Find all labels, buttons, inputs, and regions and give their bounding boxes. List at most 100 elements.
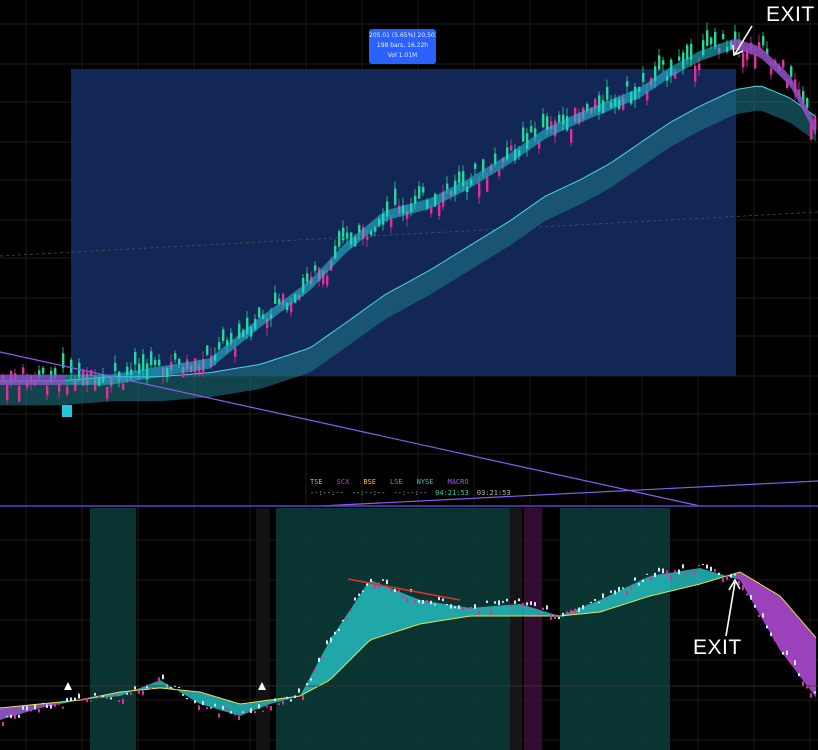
price-candle (122, 383, 125, 390)
price-candle (586, 103, 589, 111)
oscillator-candle (402, 595, 404, 598)
price-candle (238, 323, 241, 339)
oscillator-candle (90, 700, 92, 702)
price-candle (526, 133, 529, 149)
entry-marker[interactable] (62, 405, 72, 417)
price-candle (766, 48, 769, 55)
oscillator-candle (742, 585, 744, 591)
oscillator-candle (350, 609, 352, 612)
oscillator-candle (250, 708, 252, 713)
price-candle (598, 95, 601, 112)
oscillator-candle (750, 595, 752, 600)
price-candle (674, 72, 677, 79)
oscillator-candle (362, 590, 364, 593)
price-candle (558, 114, 561, 123)
oscillator-candle (322, 657, 324, 660)
oscillator-signal-line (0, 571, 817, 709)
price-candle (90, 369, 93, 377)
price-candle (446, 183, 449, 190)
oscillator-candle (294, 695, 296, 699)
measure-tooltip: 205.01 (5.65%) 20,501 198 bars, 16.22h V… (369, 29, 436, 64)
price-candle (62, 353, 65, 368)
oscillator-candle (594, 598, 596, 602)
price-candle (326, 275, 329, 286)
price-candle (274, 292, 277, 304)
ribbon-fill (0, 39, 816, 385)
price-candle (266, 318, 269, 329)
oscillator-candle (698, 564, 700, 567)
oscillator-candle (18, 714, 20, 718)
price-candle (58, 384, 61, 392)
price-candle (546, 116, 549, 131)
oscillator-candle (806, 685, 808, 689)
oscillator-candle (686, 573, 688, 577)
price-candle (786, 79, 789, 88)
oscillator-candle (762, 613, 764, 618)
oscillator-candle (86, 697, 88, 703)
session-time: --:--:-- (310, 489, 344, 497)
price-candle (570, 128, 573, 143)
oscillator-candle (794, 660, 796, 666)
oscillator-candle (790, 659, 792, 665)
oscillator-candle (278, 703, 280, 705)
oscillator-candle (618, 586, 620, 592)
oscillator-candle (814, 691, 816, 694)
price-candle (74, 379, 77, 391)
session-background (90, 508, 670, 750)
price-candle (114, 362, 117, 372)
oscillator-candle (286, 696, 288, 699)
oscillator-candle (342, 619, 344, 622)
price-candle (158, 359, 161, 366)
oscillator-candle (58, 703, 60, 705)
measure-selection[interactable] (71, 69, 736, 376)
price-candle (790, 66, 793, 77)
oscillator-candle (522, 602, 524, 608)
trendline-ascending[interactable] (319, 480, 818, 507)
oscillator-candle (518, 598, 520, 602)
oscillator-candle (758, 614, 760, 618)
oscillator-candle (638, 583, 640, 586)
ribbon-bear-fill (732, 39, 816, 136)
oscillator-candle (2, 721, 4, 727)
price-candle (494, 153, 497, 165)
price-candle (690, 43, 693, 60)
oscillator-candle (138, 690, 140, 694)
oscillator-candle (602, 593, 604, 599)
session-time: --:--:-- (351, 489, 386, 497)
price-candle (322, 270, 325, 285)
trendline-descending[interactable] (0, 351, 701, 507)
oscillator-candle (526, 602, 528, 606)
oscillator-candle (146, 685, 148, 689)
oscillator-candle (470, 606, 472, 609)
price-candle (706, 30, 709, 46)
oscillator-candle (194, 700, 196, 704)
oscillator-candle (42, 702, 44, 705)
oscillator-candle (802, 681, 804, 686)
price-candle (418, 186, 421, 199)
price-candle (710, 37, 713, 45)
oscillator-candle (558, 616, 560, 620)
price-candle (334, 245, 337, 259)
session-label-macro: MACRO (447, 478, 469, 486)
oscillator-candle (746, 593, 748, 596)
price-candle (278, 298, 281, 304)
oscillator-candle (622, 587, 624, 589)
session-zone (256, 508, 270, 750)
price-candle (42, 367, 45, 374)
price-candle (6, 385, 9, 401)
ribbon-bear-fill (0, 374, 66, 385)
price-candle (358, 225, 361, 233)
oscillator-candle (482, 610, 484, 612)
price-candle (510, 145, 513, 151)
oscillator-candle (538, 613, 540, 616)
session-label-tse: TSE (310, 478, 323, 486)
oscillator-candle (298, 688, 300, 693)
oscillator-candle (734, 574, 736, 576)
oscillator-candle (10, 714, 12, 719)
oscillator-candle (582, 605, 584, 610)
price-candle (246, 317, 249, 334)
price-candle (338, 231, 341, 247)
oscillator-candle (134, 685, 136, 690)
oscillator-candle (570, 609, 572, 614)
